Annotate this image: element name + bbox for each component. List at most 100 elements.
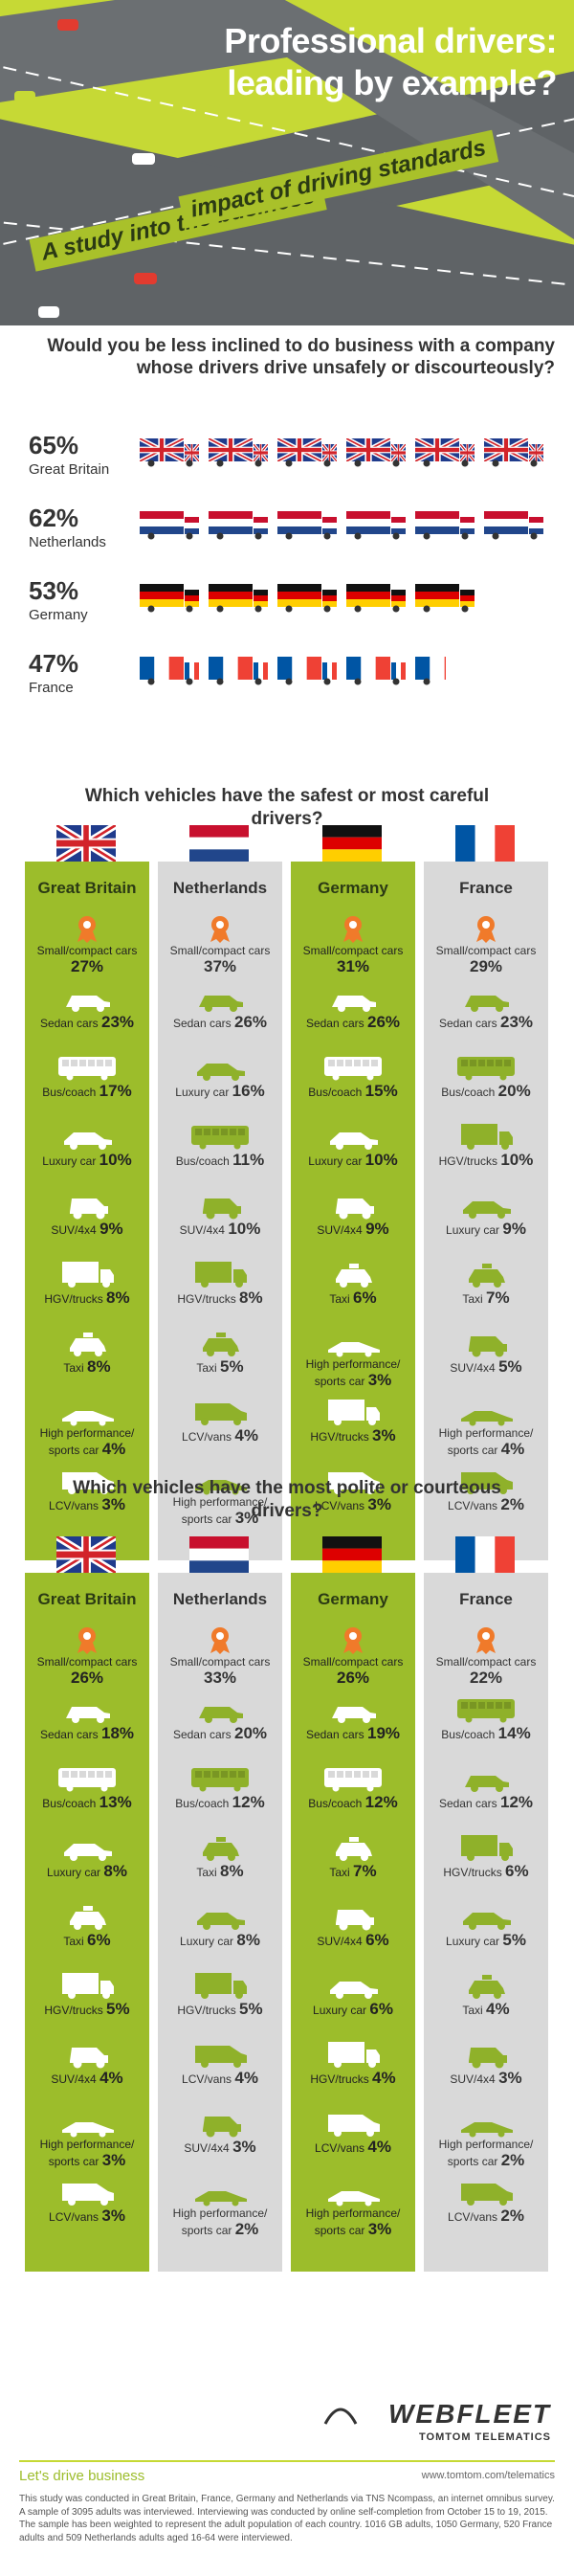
vehicle-name: Bus/coach [42,1086,99,1099]
vehicle-cell: SUV/4x4 10% [158,1187,282,1256]
footer-url[interactable]: www.tomtom.com/telematics [421,2470,555,2481]
vehicle-value: 5% [502,1931,526,1949]
column-country-name: France [459,1590,513,1608]
vehicle-label: SUV/4x4 3% [424,2069,548,2088]
vehicle-value: 14% [497,1724,531,1742]
van-icon [461,1472,513,1494]
vehicle-label: HGV/trucks 5% [25,2000,149,2019]
bus-icon [191,1126,249,1150]
vehicle-label: High performance/ sports car 3% [25,2138,149,2171]
car-icon [132,153,155,165]
vehicle-label: Sedan cars 26% [158,1013,282,1032]
vehicle-name: Bus/coach [308,1086,365,1099]
vehicle-label: Sedan cars 23% [424,1013,548,1032]
vehicle-value: 26% [70,1669,104,1688]
vehicle-name: Taxi [63,1361,88,1375]
vehicle-name: LCV/vans [448,2210,501,2224]
vehicle-value: 10% [99,1151,132,1169]
vehicle-cell: SUV/4x4 9% [291,1187,415,1256]
vehicle-name: SUV/4x4 [450,2072,499,2086]
vehicle-cell: Taxi 5% [158,1325,282,1394]
sedan-icon [199,1707,243,1723]
truck-icon [346,584,406,613]
truck-icon [62,1262,114,1288]
vehicle-value: 6% [353,1288,377,1307]
truck-icon [461,1835,513,1861]
small-car-icon [77,1627,97,1654]
vehicle-name: LCV/vans [182,1430,235,1444]
vehicle-value: 18% [101,1724,135,1742]
sports-car-icon [62,1411,114,1426]
vehicle-cell: Bus/coach 12% [291,1760,415,1829]
van-icon [328,1472,380,1494]
vehicle-name: HGV/trucks [177,1292,240,1306]
truck-icon [415,657,446,685]
truck-icon [140,657,199,685]
vehicle-value: 2% [500,2151,525,2170]
vehicle-name: Taxi [196,1866,221,1879]
vehicle-value: 11% [232,1151,265,1169]
luxury-car-icon [197,1064,245,1081]
vehicle-name: Small/compact cars [36,944,138,957]
vehicle-name: HGV/trucks [438,1154,501,1168]
sports-car-icon [195,2191,247,2206]
vehicle-cell: HGV/trucks 8% [25,1256,149,1325]
vehicle-value: 4% [486,2000,510,2018]
vehicle-value: 29% [469,957,503,976]
luxury-car-icon [463,1201,511,1219]
vehicle-label: SUV/4x4 4% [25,2069,149,2088]
vehicle-cell: Small/compact cars 22% [424,1623,548,1691]
truck-icon [140,584,199,613]
vehicle-name: SUV/4x4 [317,1223,366,1237]
tagline: Let's drive business [19,2468,145,2484]
vehicle-name: Luxury car [175,1086,232,1099]
vehicle-name: HGV/trucks [443,1866,506,1879]
taxi-icon [70,1333,106,1356]
column-country-name: Great Britain [37,1590,137,1608]
vehicle-cell: Bus/coach 20% [424,1049,548,1118]
truck-icon [140,511,199,540]
vehicle-label: HGV/trucks 3% [291,1426,415,1445]
vehicle-label: Bus/coach 14% [424,1724,548,1743]
vehicle-cell: Small/compact cars 26% [25,1623,149,1691]
small-car-icon [210,1627,230,1654]
vehicle-name: HGV/trucks [44,1292,107,1306]
country-row: 62% Netherlands [23,502,559,569]
truck-icon [277,438,337,467]
truck-pictogram [140,584,475,613]
vehicle-value: 8% [106,1288,130,1307]
vehicle-name: LCV/vans [49,1499,102,1512]
vehicle-cell: Luxury car 5% [424,1898,548,1967]
car-icon [134,273,157,284]
bus-icon [457,1699,515,1723]
country-row: 65% Great Britain [23,429,559,496]
vehicle-value: 6% [87,1931,111,1949]
vehicle-value: 17% [99,1082,132,1100]
truck-icon [209,657,268,685]
vehicle-cell: Luxury car 10% [25,1118,149,1187]
logo-wordmark: WEBFLEET [388,2399,551,2429]
suv-icon [336,1198,374,1220]
vehicle-name: High performance/ sports car [172,2206,268,2238]
question-heading: Would you be less inclined to do busines… [47,336,555,379]
vehicle-value: 26% [367,1013,401,1031]
truck-pictogram [140,657,446,685]
vehicle-name: Luxury car [313,2004,370,2017]
vehicle-value: 26% [234,1013,268,1031]
vehicle-value: 4% [367,2138,391,2156]
vehicle-name: Small/compact cars [302,944,404,957]
vehicle-name: LCV/vans [182,2072,235,2086]
vehicle-label: SUV/4x4 3% [158,2138,282,2157]
vehicle-label: Luxury car 5% [424,1931,548,1950]
sports-car-icon [328,2191,380,2206]
vehicle-name: Small/compact cars [435,1655,537,1669]
vehicle-value: 9% [99,1220,123,1238]
vehicle-name: Taxi [462,1292,487,1306]
truck-icon [328,2042,380,2068]
vehicle-name: Sedan cars [305,1017,367,1030]
vehicle-name: HGV/trucks [44,2004,107,2017]
truck-icon [209,511,268,540]
bus-icon [58,1057,116,1081]
vehicle-label: SUV/4x4 10% [158,1220,282,1239]
vehicle-cell: Sedan cars 26% [158,980,282,1049]
